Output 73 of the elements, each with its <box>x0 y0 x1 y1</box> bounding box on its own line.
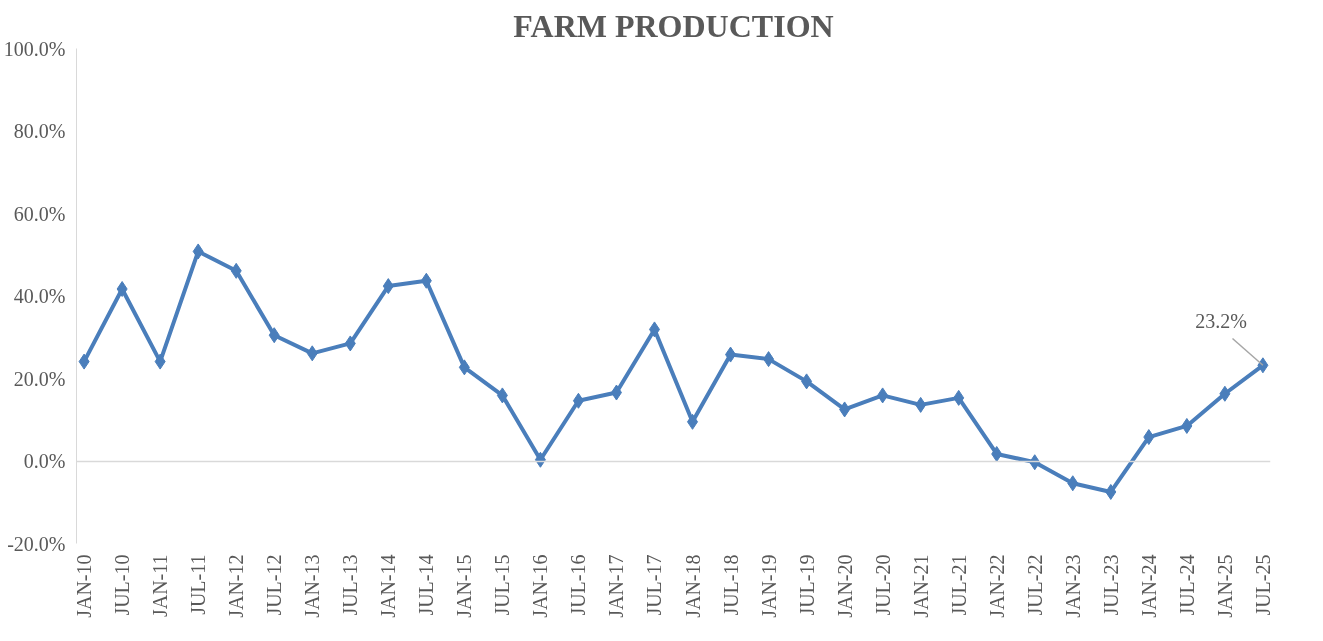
point <box>1143 429 1155 446</box>
x-tick-label: JUL-24 <box>1175 554 1198 616</box>
point <box>306 345 318 362</box>
x-tick-label: JUL-10 <box>111 554 134 616</box>
point <box>116 280 128 297</box>
y-tick-label: 80.0% <box>13 120 66 142</box>
x-tick-label: JUL-15 <box>491 554 514 616</box>
x-tick-label: JUL-22 <box>1023 554 1046 616</box>
point <box>192 243 204 260</box>
y-tick-label: 100.0% <box>3 37 66 60</box>
y-tick-label: 20.0% <box>13 367 66 390</box>
annotation: 23.2% <box>1195 310 1247 333</box>
x-tick-label: JUL-14 <box>415 554 438 616</box>
x-tick-label: JAN-10 <box>73 554 96 618</box>
x-tick-label: JAN-21 <box>909 554 932 618</box>
x-tick-label: JAN-19 <box>757 554 780 618</box>
point <box>953 389 965 406</box>
point <box>268 327 280 344</box>
x-tick-label: JAN-17 <box>605 554 628 618</box>
x-tick-label: JUL-12 <box>263 554 286 616</box>
x-tick-label: JAN-14 <box>377 554 400 618</box>
y-tick-label: 40.0% <box>13 285 66 307</box>
point <box>78 353 90 370</box>
point <box>572 392 584 409</box>
x-tick-label: JUL-20 <box>871 554 894 616</box>
x-tick-label: JUL-23 <box>1099 554 1122 616</box>
point <box>1219 385 1231 402</box>
x-tick-label: JAN-23 <box>1061 554 1084 618</box>
point <box>496 387 508 404</box>
chart-title: FARM PRODUCTION <box>513 7 834 44</box>
x-tick-label: JAN-24 <box>1137 554 1160 618</box>
x-tick-label: JAN-20 <box>833 554 856 618</box>
y-tick-label: 0.0% <box>23 450 66 472</box>
x-tick-label: JUL-25 <box>1251 554 1274 616</box>
x-tick-label: JAN-22 <box>985 554 1008 618</box>
x-tick-label: JAN-18 <box>681 554 704 618</box>
point <box>154 353 166 370</box>
point <box>420 272 432 289</box>
point <box>839 401 851 418</box>
point <box>382 278 394 295</box>
point <box>877 387 889 404</box>
point <box>1029 454 1041 471</box>
point <box>458 359 470 376</box>
point <box>230 262 242 279</box>
x-tick-label: JUL-16 <box>567 554 590 616</box>
x-tick-label: JUL-17 <box>643 554 666 616</box>
x-tick-label: JUL-21 <box>947 554 970 616</box>
point <box>534 451 546 468</box>
x-tick-label: JAN-13 <box>301 554 324 618</box>
y-tick-label: 60.0% <box>13 202 66 225</box>
x-tick-label: JAN-11 <box>149 554 172 618</box>
x-tick-label: JUL-19 <box>795 554 818 616</box>
point <box>344 335 356 352</box>
x-tick-label: JAN-16 <box>529 554 552 618</box>
point <box>763 351 775 368</box>
x-tick-label: JUL-11 <box>187 554 210 615</box>
point <box>915 396 927 413</box>
x-tick-label: JUL-13 <box>339 554 362 616</box>
y-tick-label: -20.0% <box>7 532 66 555</box>
point <box>801 373 813 390</box>
point <box>1105 483 1117 500</box>
point <box>991 445 1003 462</box>
x-tick-label: JUL-18 <box>719 554 742 616</box>
point <box>1067 475 1079 492</box>
point <box>1181 417 1193 434</box>
point <box>610 384 622 401</box>
point <box>725 346 737 363</box>
point <box>687 413 699 430</box>
point <box>648 321 660 338</box>
point <box>1257 357 1269 374</box>
x-tick-label: JAN-15 <box>453 554 476 618</box>
x-tick-label: JAN-25 <box>1213 554 1236 618</box>
x-tick-label: JAN-12 <box>225 554 248 618</box>
